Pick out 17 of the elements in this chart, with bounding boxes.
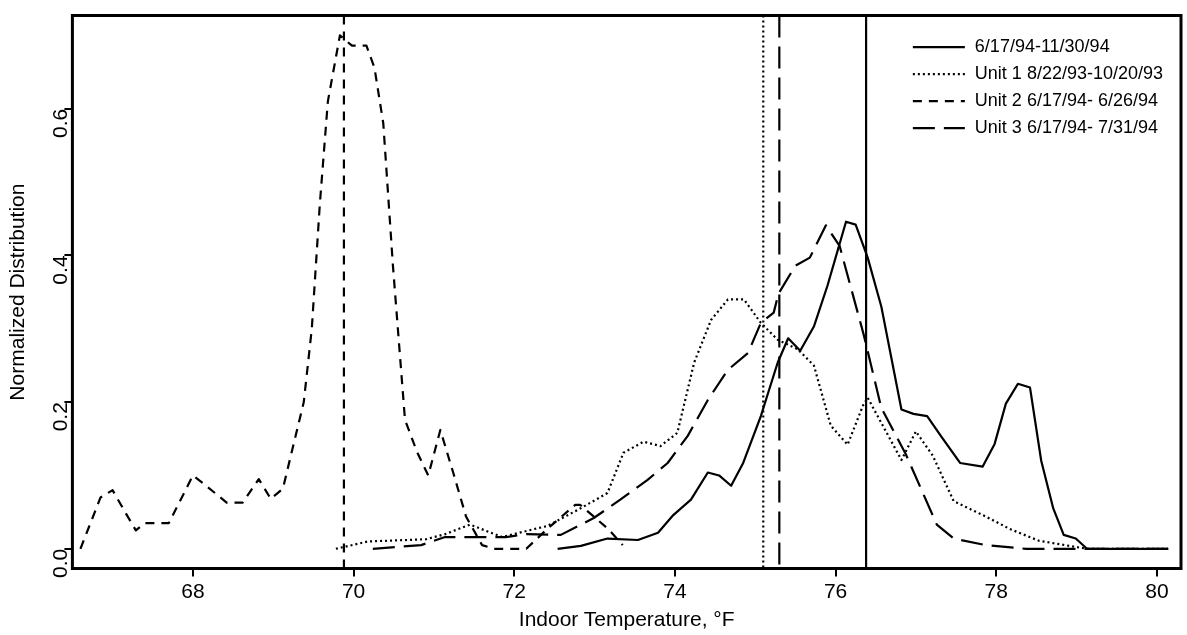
- y-tick-label: 0.6: [48, 108, 72, 138]
- legend-label: Unit 2 6/17/94- 6/26/94: [974, 90, 1158, 111]
- y-tick-label: 0.4: [48, 255, 72, 285]
- legend-label: 6/17/94-11/30/94: [974, 36, 1110, 57]
- y-tick-label: 0.2: [48, 402, 72, 432]
- x-tick-label: 78: [984, 579, 1008, 602]
- x-tick-label: 68: [181, 579, 205, 602]
- legend-label: Unit 3 6/17/94- 7/31/94: [974, 117, 1158, 138]
- legend-label: Unit 1 8/22/93-10/20/93: [974, 63, 1163, 84]
- y-tick-label: 0.0: [48, 548, 72, 578]
- x-tick-label: 72: [502, 579, 526, 602]
- x-tick-label: 74: [663, 579, 687, 602]
- y-axis-title: Normalized Distribution: [5, 183, 29, 401]
- x-axis-title: Indoor Temperature, °F: [518, 607, 735, 631]
- x-tick-label: 80: [1145, 579, 1169, 602]
- x-tick-label: 76: [823, 579, 848, 602]
- x-tick-label: 70: [341, 579, 366, 602]
